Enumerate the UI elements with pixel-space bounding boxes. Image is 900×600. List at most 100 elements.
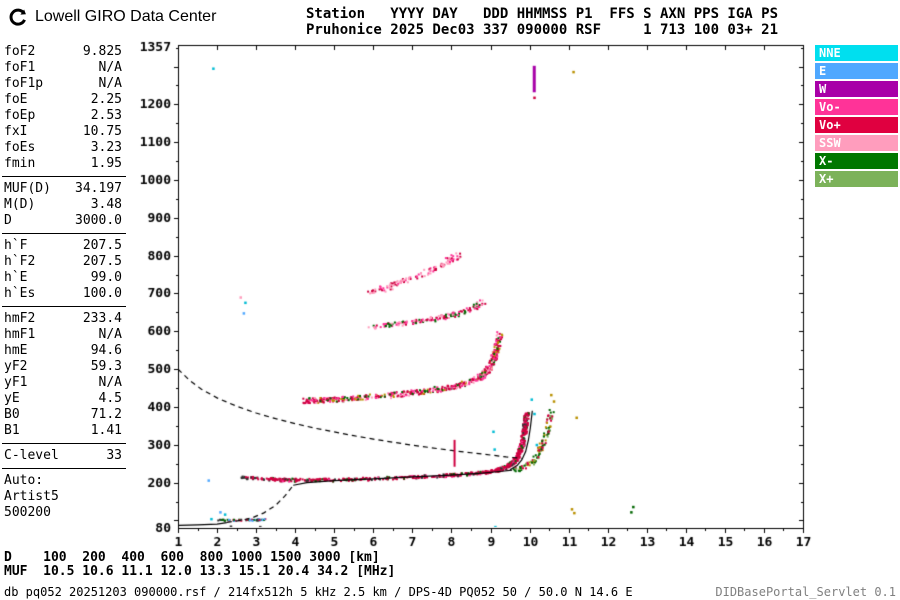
param-value: 100.0 [82,286,122,301]
param-label: B1 [4,423,20,438]
param-value: 2.25 [90,92,122,107]
param-hes: h`Es 100.0 [0,286,128,302]
param-label: h`Es [4,286,36,301]
param-hmf1: hmF1 N/A [0,327,128,343]
param-value: 233.4 [82,311,122,326]
param-hf: h`F 207.5 [0,238,128,254]
param-fof1p: foF1p N/A [0,76,128,92]
footer-record-info: db pq052 20251203 090000.rsf / 214fx512h… [4,585,633,599]
param-he: h`E 99.0 [0,270,128,286]
param-label: h`E [4,270,28,285]
param-label: hmF2 [4,311,36,326]
param-label: foEs [4,140,36,155]
param-yf1: yF1 N/A [0,375,128,391]
param-md: M(D) 3.48 [0,197,128,213]
legend-item-vominus: Vo- [815,99,898,115]
auto-info-line: 500200 [4,505,51,520]
param-hmf2: hmF2 233.4 [0,311,128,327]
param-clevel: C-level 33 [0,448,128,464]
auto-info-line: Auto: [4,473,44,488]
param-value: N/A [98,375,122,390]
param-value: 2.53 [90,108,122,123]
param-label: foF1 [4,60,36,75]
param-value: 3000.0 [75,213,122,228]
param-hf2: h`F2 207.5 [0,254,128,270]
param-label: yF1 [4,375,28,390]
param-value: 94.6 [90,343,122,358]
param-value: 71.2 [90,407,122,422]
param-foep: foEp 2.53 [0,108,128,124]
param-fof2: foF2 9.825 [0,44,128,60]
param-value: 99.0 [90,270,122,285]
param-value: 3.48 [90,197,122,212]
param-foe: foE 2.25 [0,92,128,108]
brand: Lowell GIRO Data Center [8,7,216,27]
param-label: yE [4,391,20,406]
param-value: 10.75 [82,124,122,139]
param-label: hmE [4,343,28,358]
echo-legend: NNE E W Vo- Vo+ SSW X- X+ [815,45,898,189]
panel-divider [2,306,126,307]
param-value: 1.95 [90,156,122,171]
legend-item-w: W [815,81,898,97]
param-b0: B0 71.2 [0,407,128,423]
param-label: MUF(D) [4,181,51,196]
legend-item-xminus: X- [815,153,898,169]
param-label: foEp [4,108,36,123]
app-title: Lowell GIRO Data Center [35,8,217,25]
panel-divider [2,176,126,177]
param-fof1: foF1 N/A [0,60,128,76]
station-header: Station YYYY DAY DDD HHMMSS P1 FFS S AXN… [306,6,778,38]
param-label: C-level [4,448,59,463]
legend-item-nne: NNE [815,45,898,61]
param-value: 207.5 [82,254,122,269]
param-ye: yE 4.5 [0,391,128,407]
legend-item-ssw: SSW [815,135,898,151]
param-label: M(D) [4,197,36,212]
param-label: fmin [4,156,36,171]
auto-info-line: Artist5 [4,489,59,504]
legend-item-e: E [815,63,898,79]
param-value: 207.5 [82,238,122,253]
param-b1: B1 1.41 [0,423,128,439]
param-value: 33 [106,448,122,463]
page-footer: db pq052 20251203 090000.rsf / 214fx512h… [4,585,896,599]
param-label: foF2 [4,44,36,59]
param-foes: foEs 3.23 [0,140,128,156]
ionogram-canvas [128,40,813,555]
param-value: 4.5 [98,391,122,406]
param-value: 9.825 [82,44,122,59]
param-fxi: fxI 10.75 [0,124,128,140]
param-yf2: yF2 59.3 [0,359,128,375]
panel-divider [2,443,126,444]
muf-table-distance-row: D 100 200 400 600 800 1000 1500 3000 [km… [4,550,380,565]
param-label: hmF1 [4,327,36,342]
param-value: N/A [98,327,122,342]
parameter-panel: foF2 9.825 foF1 N/A foF1p N/A foE 2.25 foEp 2.53 f… [0,44,128,521]
param-label: h`F2 [4,254,36,269]
panel-divider [2,468,126,469]
legend-item-xplus: X+ [815,171,898,187]
param-d: D 3000.0 [0,213,128,229]
param-hme: hmE 94.6 [0,343,128,359]
param-fmin: fmin 1.95 [0,156,128,172]
param-value: 34.197 [75,181,122,196]
param-label: fxI [4,124,28,139]
station-header-values: Pruhonice 2025 Dec03 337 090000 RSF 1 71… [306,22,779,38]
param-label: D [4,213,12,228]
param-value: N/A [98,76,122,91]
panel-divider [2,233,126,234]
param-value: N/A [98,60,122,75]
param-label: foF1p [4,76,44,91]
station-header-labels: Station YYYY DAY DDD HHMMSS P1 FFS S AXN… [306,6,779,22]
footer-servlet-version: DIDBasePortal_Servlet 0.1 [715,585,896,599]
param-label: foE [4,92,28,107]
param-value: 3.23 [90,140,122,155]
param-value: 1.41 [90,423,122,438]
legend-item-voplus: Vo+ [815,117,898,133]
param-value: 59.3 [90,359,122,374]
muf-table: D 100 200 400 600 800 1000 1500 3000 [km… [4,551,395,579]
muf-table-muf-row: MUF 10.5 10.6 11.1 12.0 13.3 15.1 20.4 3… [4,564,396,579]
param-label: B0 [4,407,20,422]
param-mufd: MUF(D) 34.197 [0,181,128,197]
